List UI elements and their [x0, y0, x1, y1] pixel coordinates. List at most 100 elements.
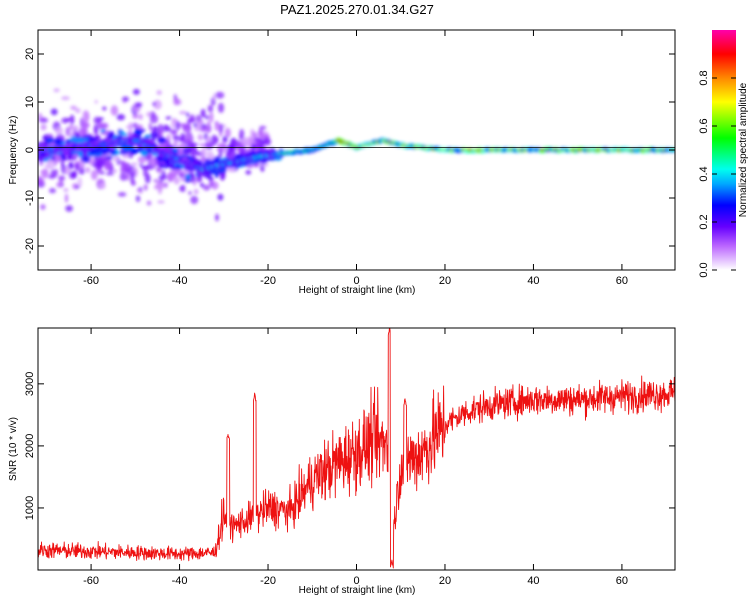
spectrogram-blob — [105, 172, 115, 176]
spectrogram-blob — [157, 200, 165, 204]
spectrogram-blob — [60, 154, 66, 160]
spectrogram-blob — [166, 133, 171, 141]
spectrogram-blob — [94, 100, 98, 104]
spectrogram-blob — [71, 125, 79, 131]
spectrogram-blob — [188, 191, 192, 195]
spectrogram-blob — [96, 158, 105, 169]
spectrogram-blob — [51, 155, 56, 162]
spectrogram-blob — [71, 150, 81, 155]
spectrogram-blob — [140, 149, 148, 157]
colorbar-ticks: 0.0 0.2 0.4 0.6 0.8 — [698, 70, 736, 278]
spectrogram-blob — [75, 163, 79, 171]
spectrogram-blob — [112, 155, 119, 162]
spectrogram-blob — [211, 170, 217, 174]
snr-xtick-label: -60 — [83, 575, 99, 587]
spectrogram-blob — [157, 123, 164, 133]
spectrogram-blob — [167, 161, 177, 170]
spectrogram-blob — [121, 132, 128, 137]
spectrogram-blob — [242, 137, 251, 147]
spectrogram-blob — [153, 99, 162, 110]
spectrogram-blob — [85, 167, 91, 173]
spectrogram-blob — [207, 104, 214, 113]
spectrogram-xtick-label: 0 — [353, 275, 359, 287]
spectrogram-marks — [38, 88, 675, 222]
spectrogram-blob — [259, 125, 267, 130]
spectrogram-blob — [195, 151, 200, 156]
spectrogram-blob — [232, 139, 241, 147]
spectrogram-blob — [63, 188, 69, 192]
spectrogram-blob — [214, 124, 222, 131]
spectrogram-blob — [152, 102, 157, 106]
spectrogram-blob — [175, 170, 185, 175]
spectrogram-ytick-label: -10 — [24, 190, 36, 206]
spectrogram-blob — [130, 162, 138, 166]
spectrogram-blob — [212, 93, 216, 102]
spectrogram-xtick-label: 20 — [439, 275, 451, 287]
spectrogram-panel: -60 -40 -20 0 20 40 60 -20 -10 0 10 20 Height of st… — [8, 29, 676, 296]
spectrogram-blob — [100, 128, 106, 133]
spectrogram-blob — [81, 128, 88, 136]
spectrogram-blob — [117, 192, 127, 197]
spectrogram-blob — [189, 142, 199, 147]
spectrogram-blob — [64, 193, 69, 203]
spectrogram-blob — [245, 170, 252, 175]
spectrogram-blob — [77, 177, 83, 188]
snr-ytick-label: 2000 — [24, 434, 36, 458]
snr-xlabel: Height of straight line (km) — [299, 585, 416, 596]
spectrogram-blob — [75, 132, 80, 139]
spectrogram-blob — [178, 173, 185, 178]
snr-ylabel: SNR (10 * v/v) — [8, 417, 19, 481]
spectrogram-blob — [148, 122, 152, 131]
snr-xtick-label: -20 — [260, 575, 276, 587]
spectrogram-blob — [61, 96, 70, 101]
spectrogram-ytick-label: 10 — [24, 96, 36, 108]
spectrogram-xtick-label: -20 — [260, 275, 276, 287]
spectrogram-blob — [63, 166, 71, 175]
spectrogram-blob — [173, 135, 181, 140]
spectrogram-blob — [39, 170, 49, 174]
spectrogram-blob — [125, 171, 130, 178]
snr-ytick-label: 1000 — [24, 496, 36, 520]
spectrogram-blob — [175, 121, 181, 131]
spectrogram-blob — [53, 138, 63, 146]
spectrogram-blob — [78, 151, 83, 158]
spectrogram-blob — [53, 88, 60, 93]
spectrogram-xtick-label: 40 — [527, 275, 539, 287]
spectrogram-blob — [135, 102, 143, 108]
spectrogram-blob — [158, 174, 168, 180]
spectrogram-blob — [146, 111, 152, 117]
spectrogram-blob — [200, 155, 207, 163]
spectrogram-blob — [138, 189, 143, 194]
spectrogram-blob — [203, 184, 211, 191]
spectrogram-blob — [70, 105, 77, 111]
spectrogram-blob — [187, 134, 194, 144]
spectrogram-blob-layer — [38, 88, 675, 222]
spectrogram-blob — [205, 158, 210, 162]
spectrogram-blob — [217, 193, 224, 201]
spectrogram-blob — [50, 169, 56, 177]
spectrogram-blob — [38, 161, 44, 166]
spectrogram-blob — [261, 162, 269, 167]
spectrogram-blob — [218, 148, 223, 159]
spectrogram-blob — [116, 114, 126, 121]
spectrogram-blob — [50, 108, 58, 116]
snr-xtick-label: 0 — [353, 575, 359, 587]
spectrogram-blob — [165, 116, 172, 120]
spectrogram-blob — [179, 185, 184, 192]
spectrogram-blob — [99, 182, 106, 189]
spectrogram-xtick-label: 60 — [616, 275, 628, 287]
spectrogram-blob — [173, 97, 180, 106]
spectrogram-blob — [65, 126, 70, 137]
colorbar-tick-label: 0.2 — [698, 214, 710, 229]
spectrogram-blob — [263, 137, 272, 146]
colorbar-gradient — [712, 30, 736, 270]
spectrogram-blob — [199, 143, 206, 147]
spectrogram-blob — [184, 178, 190, 183]
spectrogram-blob — [138, 113, 143, 120]
spectrogram-blob — [153, 179, 160, 183]
spectrogram-blob — [239, 134, 243, 140]
spectrogram-blob — [109, 149, 116, 155]
spectrogram-blob — [190, 195, 199, 205]
spectrogram-blob — [106, 155, 113, 160]
spectrogram-blob — [224, 127, 231, 138]
